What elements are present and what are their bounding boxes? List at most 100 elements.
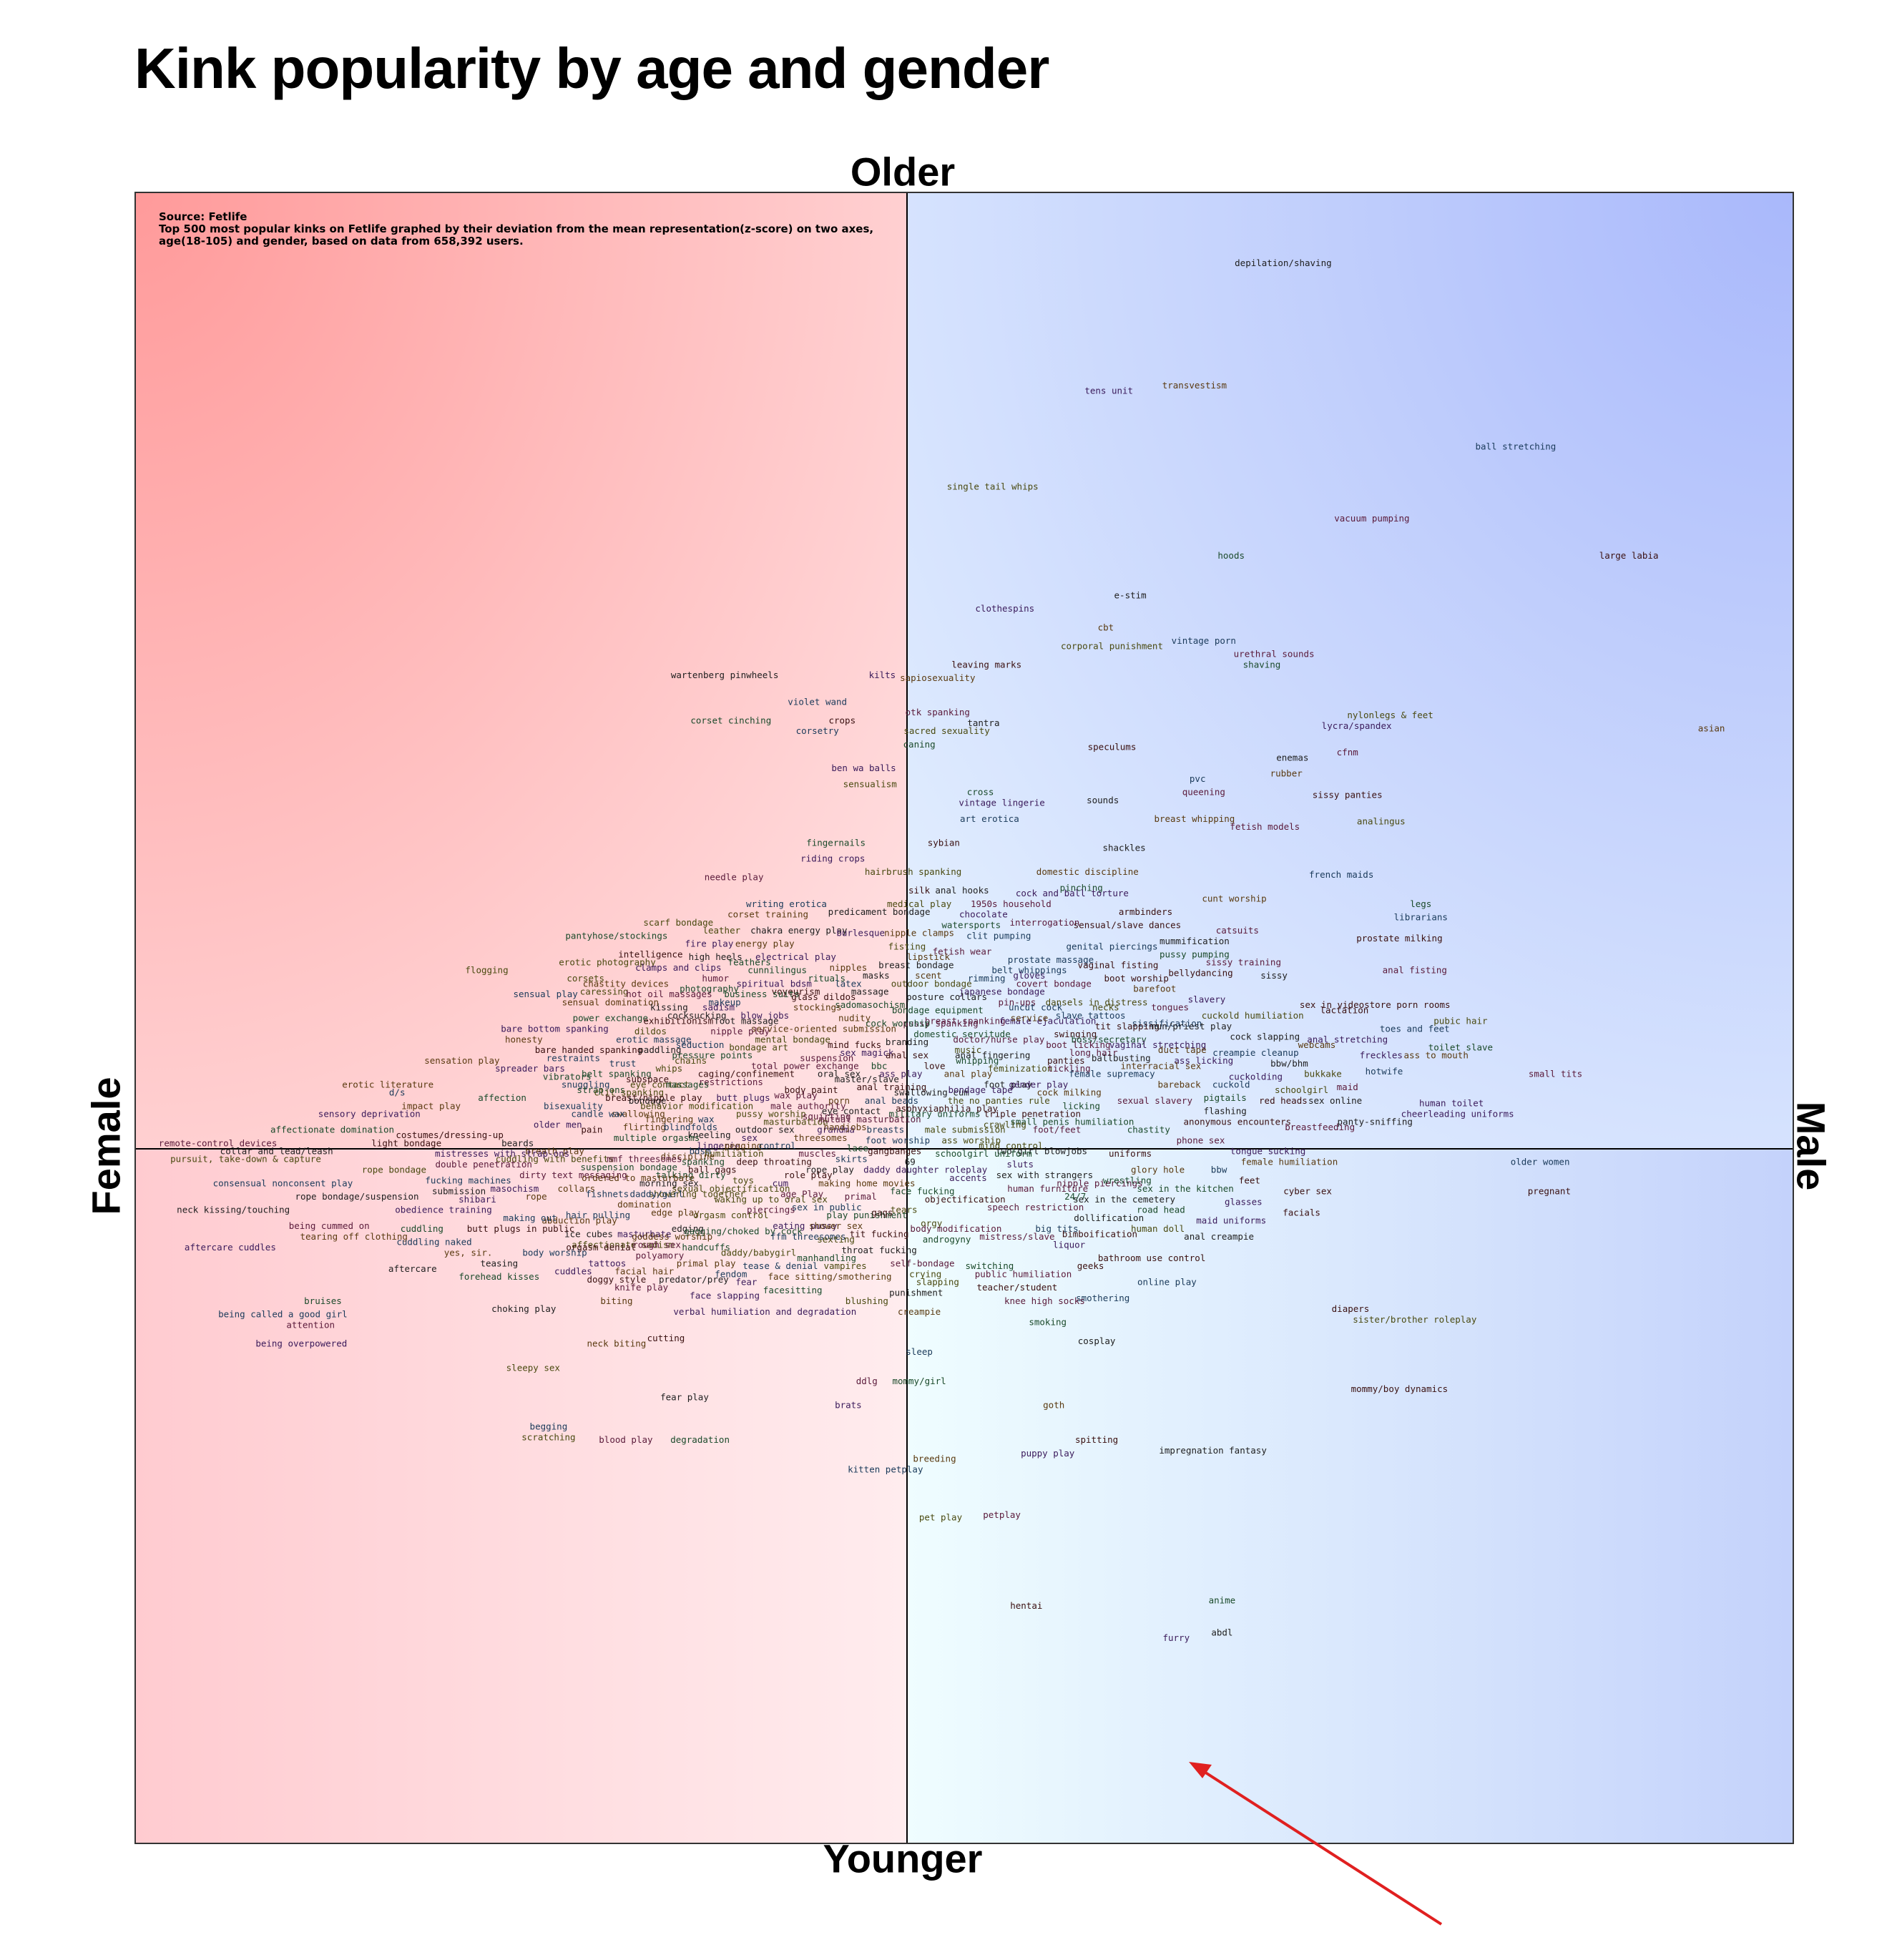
point-label: remote-control devices xyxy=(159,1137,278,1148)
point-label: doggy style xyxy=(587,1274,647,1285)
point-label: sex in the kitchen xyxy=(1137,1183,1233,1194)
point-label: tongue sucking xyxy=(1230,1146,1305,1157)
point-label: waking up to oral sex xyxy=(715,1194,828,1205)
point-label: asian xyxy=(1698,723,1725,734)
point-label: mistresses with strap-ons xyxy=(435,1148,569,1159)
point-label: sex magick xyxy=(840,1047,894,1058)
point-label: nudity xyxy=(838,1013,871,1024)
point-label: feminization xyxy=(988,1063,1052,1074)
point-label: trust xyxy=(609,1058,637,1069)
point-label: furry xyxy=(1162,1632,1190,1643)
point-label: corsetry xyxy=(796,725,840,736)
point-label: lycra/spandex xyxy=(1322,720,1392,731)
point-label: making home movies xyxy=(818,1177,915,1188)
point-label: cuckold humiliation xyxy=(1202,1010,1304,1021)
point-label: road head xyxy=(1137,1205,1185,1215)
point-label: panty-sniffing xyxy=(1338,1117,1413,1127)
point-label: orgy xyxy=(921,1217,943,1228)
point-label: pregnant xyxy=(1528,1186,1571,1197)
point-label: fire play xyxy=(685,939,734,949)
point-label: handcuffs xyxy=(682,1242,730,1253)
point-label: riding crops xyxy=(800,853,865,864)
point-label: intelligence xyxy=(618,949,682,959)
point-label: sadomasochism xyxy=(835,999,905,1010)
point-label: teacher/student xyxy=(976,1282,1057,1293)
point-label: lipstick xyxy=(907,951,951,962)
point-label: humor xyxy=(702,973,729,984)
point-label: strap-ons xyxy=(577,1084,625,1095)
point-label: energy play xyxy=(735,939,795,949)
point-label: play punishment xyxy=(826,1210,907,1220)
point-label: swallowing cum xyxy=(894,1087,969,1098)
point-label: business suits xyxy=(724,989,799,999)
point-label: erotic literature xyxy=(342,1079,433,1090)
point-label: switching xyxy=(966,1260,1014,1271)
point-label: abduction play xyxy=(541,1215,617,1226)
point-label: muscles xyxy=(798,1148,836,1159)
point-label: sissy panties xyxy=(1313,789,1383,800)
source-line: Source: Fetlife xyxy=(159,210,247,223)
point-label: ben wa balls xyxy=(831,763,896,773)
point-label: face slapping xyxy=(690,1290,760,1300)
point-label: chastity xyxy=(1127,1124,1171,1135)
point-label: leather xyxy=(702,925,740,936)
point-label: creampie xyxy=(898,1306,941,1317)
point-label: fisting xyxy=(888,941,926,951)
point-label: masks xyxy=(863,970,890,981)
point-label: erotic photography xyxy=(559,957,656,968)
point-label: rope bondage/suspension xyxy=(295,1191,418,1202)
point-label: knife play xyxy=(614,1282,669,1293)
point-label: speculums xyxy=(1088,742,1137,753)
point-label: vintage porn xyxy=(1172,635,1236,646)
point-label: mommy/girl xyxy=(892,1376,946,1386)
point-label: massages xyxy=(666,1079,709,1090)
point-label: glory hole xyxy=(1131,1165,1185,1175)
point-label: nipple play xyxy=(710,1026,770,1037)
point-label: daddy/girl xyxy=(629,1188,683,1199)
point-label: anal training xyxy=(856,1082,926,1092)
point-label: feet xyxy=(1239,1175,1260,1186)
point-label: photography xyxy=(680,984,739,994)
point-label: sensation play xyxy=(424,1055,500,1066)
point-label: violet wand xyxy=(788,696,847,707)
point-label: affection xyxy=(478,1092,526,1103)
point-label: kissing xyxy=(650,1002,688,1013)
point-label: wrestling xyxy=(1103,1175,1152,1186)
point-label: ass play xyxy=(879,1069,923,1079)
point-label: sleepy sex xyxy=(506,1362,561,1373)
point-label: anal fisting xyxy=(1383,965,1447,976)
point-label: ball gags xyxy=(688,1165,737,1175)
point-label: mind control xyxy=(979,1140,1043,1151)
female-younger-quadrant xyxy=(134,1149,907,1844)
point-label: caging/confinement xyxy=(698,1069,795,1079)
point-label: military uniforms xyxy=(889,1108,981,1119)
point-label: spiritual bdsm xyxy=(737,978,812,989)
point-label: nipple piercings xyxy=(1057,1177,1142,1188)
point-label: triple penetration xyxy=(984,1108,1081,1119)
point-label: barefoot xyxy=(1133,984,1176,994)
point-label: oral sex xyxy=(818,1069,861,1079)
point-label: rope xyxy=(526,1191,547,1202)
point-label: chastity devices xyxy=(583,978,669,989)
point-label: fetish wear xyxy=(933,946,992,957)
point-label: clothespins xyxy=(975,603,1034,614)
point-label: sounds xyxy=(1087,795,1119,805)
point-label: bondage xyxy=(629,1095,667,1106)
point-label: attention xyxy=(286,1320,335,1331)
point-label: sapiosexuality xyxy=(900,672,976,683)
point-label: gagging/choked by cock xyxy=(684,1226,803,1237)
point-label: fingering xyxy=(645,1114,694,1124)
point-label: affectionate domination xyxy=(270,1124,394,1135)
point-label: whips xyxy=(656,1063,683,1074)
point-label: human furniture xyxy=(1007,1183,1088,1194)
point-label: sex xyxy=(741,1132,758,1143)
point-label: armbinders xyxy=(1119,906,1172,917)
point-label: threesomes xyxy=(793,1132,847,1143)
point-label: sex online xyxy=(1308,1095,1362,1106)
point-label: small tits xyxy=(1529,1069,1582,1079)
point-label: rimming xyxy=(968,973,1006,984)
point-label: shower sex xyxy=(809,1220,863,1231)
point-label: cross xyxy=(967,787,994,798)
point-label: sybian xyxy=(928,837,960,848)
point-label: shaving xyxy=(1243,659,1281,670)
